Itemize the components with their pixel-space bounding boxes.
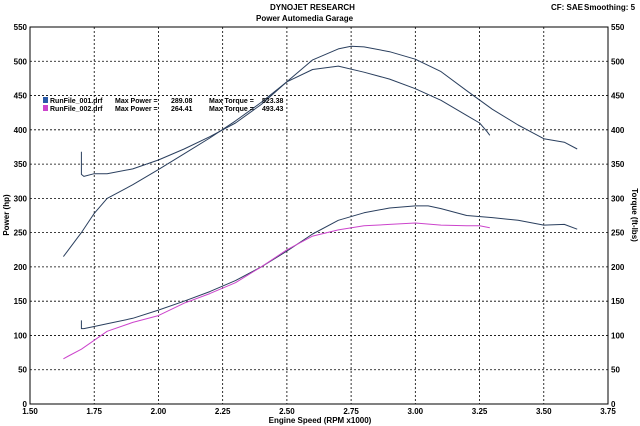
chart-subtitle: Power Automedia Garage (256, 14, 354, 23)
legend-run2-file: RunFile_002.drf (50, 106, 103, 113)
y-tick-label-left: 250 (14, 229, 28, 238)
x-tick-label: 2.75 (343, 407, 359, 416)
y-tick-label-left: 150 (14, 297, 28, 306)
y-tick-label-right: 450 (611, 92, 625, 101)
x-tick-label: 2.50 (279, 407, 295, 416)
y-tick-label-right: 0 (611, 400, 616, 409)
y-axis-label-left: Power (hp) (2, 194, 11, 236)
legend-run2-torque-value: 493.43 (262, 106, 284, 113)
x-tick-label: 3.25 (472, 407, 488, 416)
x-tick-label: 3.50 (536, 407, 552, 416)
chart-title: DYNOJET RESEARCH (270, 3, 355, 12)
y-tick-label-left: 450 (14, 92, 28, 101)
legend-run2-power-label: Max Power = (115, 106, 158, 113)
y-tick-label-right: 300 (611, 194, 625, 203)
grid-lines (30, 27, 608, 404)
series-line-3-power (80, 205, 578, 330)
legend: RunFile_001.drf Max Power = 289.08 Max T… (43, 97, 284, 113)
x-tick-label: 2.00 (151, 407, 167, 416)
y-tick-label-left: 500 (14, 57, 28, 66)
legend-run2-power-value: 264.41 (171, 106, 193, 113)
legend-swatch-run2 (43, 105, 48, 111)
legend-run1-file: RunFile_001.drf (50, 98, 103, 105)
series-line-2-torque (63, 65, 491, 257)
y-tick-label-right: 200 (611, 263, 625, 272)
plot-frame (29, 26, 609, 405)
y-tick-label-left: 550 (14, 23, 28, 32)
y-axis-label-right: Torque (ft-lbs) (630, 188, 639, 242)
y-tick-label-right: 500 (611, 57, 625, 66)
correction-factor: CF: SAE (551, 3, 583, 12)
x-axis-label: Engine Speed (RPM x1000) (269, 416, 372, 425)
x-tick-label: 1.75 (86, 407, 102, 416)
y-tick-label-left: 50 (18, 366, 27, 375)
legend-run1-power-label: Max Power = (115, 98, 158, 105)
y-tick-label-left: 100 (14, 331, 28, 340)
x-tick-label: 3.00 (408, 407, 424, 416)
y-tick-label-right: 250 (611, 229, 625, 238)
legend-run1-power-value: 289.08 (171, 98, 193, 105)
tick-labels: 1.50 1.75 2.00 2.25 2.50 2.75 3.00 3.25 3.50 3.75… (14, 23, 625, 416)
legend-run2-torque-label: Max Torque = (209, 106, 254, 113)
legend-swatch-run1 (43, 97, 48, 103)
y-tick-label-left: 200 (14, 263, 28, 272)
y-tick-label-right: 50 (611, 366, 620, 375)
series-line-1-torque (80, 45, 578, 177)
y-tick-label-left: 350 (14, 160, 28, 169)
x-tick-label: 3.75 (600, 407, 616, 416)
x-tick-label: 1.50 (22, 407, 38, 416)
y-tick-label-left: 300 (14, 194, 28, 203)
y-tick-label-right: 400 (611, 126, 625, 135)
legend-run1-torque-value: 523.38 (262, 98, 284, 105)
x-tick-label: 2.25 (215, 407, 231, 416)
y-tick-label-right: 100 (611, 331, 625, 340)
y-tick-label-right: 550 (611, 23, 625, 32)
smoothing-setting: Smoothing: 5 (584, 3, 636, 12)
y-tick-label-right: 150 (611, 297, 625, 306)
y-tick-label-right: 350 (611, 160, 625, 169)
series-line-4-power (63, 222, 490, 360)
y-tick-label-left: 0 (23, 400, 28, 409)
legend-run1-torque-label: Max Torque = (209, 98, 254, 105)
y-tick-label-left: 400 (14, 126, 28, 135)
series-layer (63, 45, 578, 360)
